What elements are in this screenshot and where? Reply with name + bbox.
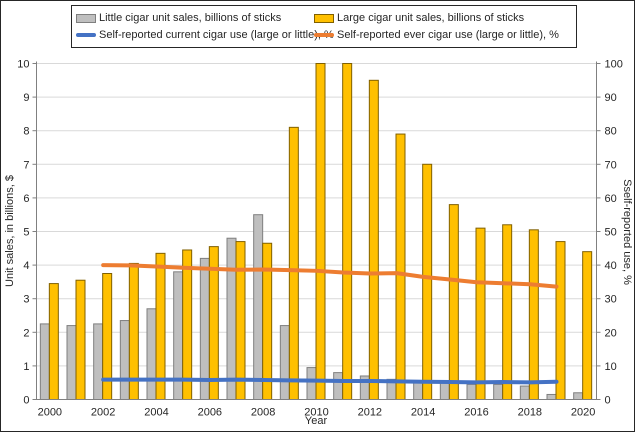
legend-swatch-current-use — [76, 33, 96, 37]
left-axis-tick-label: 3 — [23, 294, 29, 306]
bar-little-cigar — [519, 385, 530, 400]
legend-item-little-cigar: Little cigar unit sales, billions of sti… — [76, 12, 314, 25]
chart-legend: Little cigar unit sales, billions of sti… — [71, 5, 577, 48]
legend-label-little-cigar: Little cigar unit sales, billions of sti… — [99, 11, 282, 24]
legend-item-large-cigar: Large cigar unit sales, billions of stic… — [314, 12, 572, 25]
line-ever-cigar-use — [101, 263, 559, 289]
bar-large-cigar — [582, 251, 593, 400]
right-axis-tick-label: 100 — [605, 59, 623, 71]
legend-item-ever-use: Self-reported ever cigar use (large or l… — [314, 29, 572, 42]
bar-large-cigar — [235, 241, 246, 400]
left-axis-tick-label: 7 — [23, 159, 29, 171]
x-axis-tick-label: 2006 — [198, 407, 222, 419]
y-axis-left-title: Unit sales, in billions, $ — [4, 175, 16, 287]
right-axis-tick-label: 20 — [605, 327, 617, 339]
line-current-cigar-use — [101, 377, 559, 385]
bar-little-cigar — [439, 382, 450, 401]
y-axis-right-title: Sself-reported use, % — [621, 179, 633, 285]
bar-large-cigar — [395, 133, 406, 400]
right-axis-tick-label: 70 — [605, 159, 617, 171]
bar-large-cigar — [155, 252, 166, 400]
bar-little-cigar — [573, 392, 584, 400]
left-axis-tick-label: 8 — [23, 126, 29, 138]
left-axis-tick-label: 9 — [23, 92, 29, 104]
x-axis-tick-label: 2016 — [464, 407, 488, 419]
legend-label-ever-use: Self-reported ever cigar use (large or l… — [337, 28, 559, 41]
bar-little-cigar — [466, 383, 477, 401]
legend-label-current-use: Self-reported current cigar use (large o… — [99, 28, 334, 41]
x-axis-tick-label: 2020 — [571, 407, 595, 419]
bar-large-cigar — [315, 63, 326, 400]
right-axis-tick-label: 50 — [605, 227, 617, 239]
left-axis-tick-label: 6 — [23, 193, 29, 205]
left-axis-tick-label: 1 — [23, 361, 29, 373]
bar-little-cigar — [66, 325, 77, 400]
bar-large-cigar — [502, 224, 513, 400]
left-axis-tick-label: 2 — [23, 327, 29, 339]
bar-large-cigar — [368, 79, 379, 401]
x-axis-tick-label: 2000 — [38, 407, 62, 419]
bar-large-cigar — [48, 283, 59, 400]
x-axis-tick-label: 2012 — [358, 407, 382, 419]
x-axis-title: Year — [304, 415, 328, 427]
right-axis-tick-label: 90 — [605, 92, 617, 104]
bar-little-cigar — [493, 383, 504, 401]
legend-item-current-use: Self-reported current cigar use (large o… — [76, 29, 334, 42]
left-axis-tick-label: 5 — [23, 227, 29, 239]
bar-large-cigar — [342, 63, 353, 400]
legend-swatch-large-cigar — [314, 13, 334, 23]
left-axis-tick-label: 10 — [17, 59, 29, 71]
x-axis-tick-label: 2004 — [144, 407, 168, 419]
bar-little-cigar — [279, 325, 290, 400]
right-axis-tick-label: 0 — [605, 395, 611, 407]
right-axis-tick-label: 40 — [605, 260, 617, 272]
x-axis-tick-label: 2010 — [304, 407, 328, 419]
bar-little-cigar — [333, 372, 344, 400]
bar-little-cigar — [226, 237, 237, 400]
bar-large-cigar — [475, 227, 486, 400]
left-axis-tick-label: 4 — [23, 260, 29, 272]
bar-little-cigar — [119, 320, 130, 401]
x-axis-tick-label: 2008 — [251, 407, 275, 419]
bar-little-cigar — [93, 323, 104, 400]
right-axis-tick-label: 60 — [605, 193, 617, 205]
bar-little-cigar — [253, 214, 264, 400]
right-axis-tick-label: 30 — [605, 294, 617, 306]
bar-large-cigar — [262, 242, 273, 400]
x-axis-tick-label: 2002 — [91, 407, 115, 419]
bar-little-cigar — [306, 367, 317, 400]
bar-little-cigar — [413, 380, 424, 400]
legend-swatch-little-cigar — [76, 13, 96, 23]
bar-little-cigar — [546, 393, 557, 400]
bar-large-cigar — [555, 241, 566, 400]
bar-large-cigar — [448, 204, 459, 400]
x-axis-tick-label: 2018 — [518, 407, 542, 419]
left-axis-tick-label: 0 — [23, 395, 29, 407]
right-axis-tick-label: 10 — [605, 361, 617, 373]
bar-large-cigar — [288, 126, 299, 400]
legend-swatch-ever-use — [314, 33, 334, 37]
legend-label-large-cigar: Large cigar unit sales, billions of stic… — [337, 11, 525, 24]
bar-little-cigar — [146, 308, 157, 400]
x-axis-tick-label: 2014 — [411, 407, 435, 419]
bar-large-cigar — [75, 279, 86, 400]
bar-large-cigar — [422, 163, 433, 400]
bar-little-cigar — [39, 323, 50, 400]
bar-large-cigar — [182, 249, 193, 400]
right-axis-tick-label: 80 — [605, 126, 617, 138]
bar-large-cigar — [528, 229, 539, 400]
